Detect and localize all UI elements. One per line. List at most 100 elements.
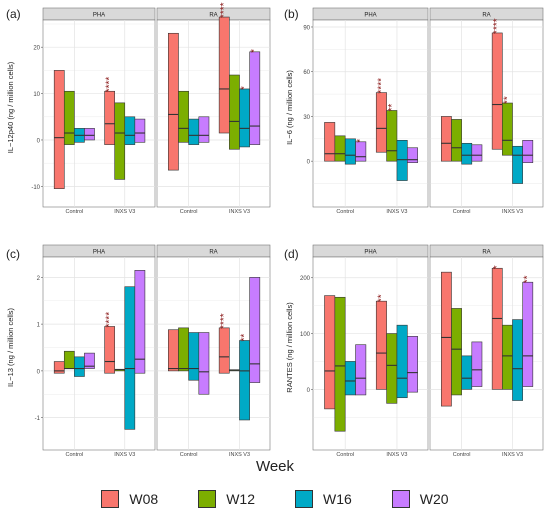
facet-label: RA <box>209 250 217 256</box>
crossbar-w20 <box>249 277 261 383</box>
legend-key-w16 <box>295 490 313 508</box>
y-tick-label: 0 <box>307 160 311 166</box>
crossbar-w12 <box>334 296 346 432</box>
crossbar-w20 <box>522 140 534 163</box>
significance-stars: **** <box>219 313 230 329</box>
crossbar-w16 <box>188 118 200 145</box>
legend-item-w16: W16 <box>295 488 352 510</box>
significance-stars: * <box>492 265 503 269</box>
x-tick-label: Control <box>453 452 471 458</box>
crossbar-w08 <box>218 16 230 134</box>
y-tick-label: 30 <box>303 115 310 121</box>
crossbar-w12 <box>451 308 462 396</box>
y-axis-label: IL−13 (ng / million cells) <box>6 308 15 387</box>
crossbar-w08 <box>324 122 336 162</box>
panel-background <box>312 19 429 208</box>
crossbar-w16 <box>461 142 473 165</box>
panel-tag: (d) <box>284 247 299 261</box>
figure-canvas: (a)IL−12p40 (ng / million cells)-1001020… <box>6 2 544 458</box>
crossbar-w16 <box>188 332 200 381</box>
y-tick-label: 2 <box>37 276 41 282</box>
panel-background <box>429 19 544 208</box>
crossbar-w16 <box>239 340 250 421</box>
crossbar-w08 <box>104 326 115 374</box>
crossbar-w16 <box>512 319 523 401</box>
crossbar-w12 <box>451 119 462 162</box>
crossbar-w16 <box>344 361 356 396</box>
significance-stars: **** <box>105 312 116 328</box>
y-tick-label: 90 <box>303 25 310 31</box>
y-axis-label: IL−12p40 (ng / million cells) <box>6 61 15 153</box>
significance-stars: ** <box>387 104 398 112</box>
x-tick-label: Control <box>453 209 471 215</box>
significance-stars: ** <box>240 334 251 342</box>
y-tick-label: 200 <box>300 276 311 282</box>
legend-label-w16: W16 <box>323 491 352 507</box>
significance-stars: **** <box>105 77 116 93</box>
facet-label: RA <box>209 13 217 19</box>
x-tick-label: Control <box>336 209 354 215</box>
legend-item-w08: W08 <box>101 488 158 510</box>
legend-label-w20: W20 <box>419 491 449 507</box>
crossbar-w20 <box>355 344 367 396</box>
crossbar-w12 <box>229 74 240 150</box>
x-tick-label: INXS V3 <box>386 209 407 215</box>
significance-stars: **** <box>492 18 503 34</box>
crossbar-w12 <box>178 327 189 372</box>
crossbar-w08 <box>491 32 503 150</box>
crossbar-w20 <box>84 128 95 141</box>
facet-label: PHA <box>364 13 376 19</box>
crossbar-w08 <box>168 32 179 171</box>
crossbar-w16 <box>396 140 408 181</box>
significance-stars: **** <box>376 78 387 94</box>
panel-tag: (c) <box>6 247 20 261</box>
x-tick-label: Control <box>336 452 354 458</box>
crossbar-w20 <box>134 270 146 374</box>
y-tick-label: 100 <box>300 332 311 338</box>
crossbar-w08 <box>218 327 230 374</box>
crossbar-w12 <box>502 102 513 156</box>
crossbar-w20 <box>406 336 418 393</box>
legend-item-w12: W12 <box>198 488 255 510</box>
crossbar-w08 <box>104 90 115 145</box>
facet-pha: PHA Control INXS V3 ** <box>312 244 429 458</box>
y-tick-label: 0 <box>37 369 41 375</box>
crossbar-w12 <box>386 110 398 162</box>
crossbar-w20 <box>471 341 483 387</box>
crossbar-w20 <box>249 51 261 145</box>
facet-label: PHA <box>364 250 376 256</box>
facet-label: PHA <box>93 250 105 256</box>
crossbar-w08 <box>440 116 452 162</box>
facet-pha: PHA Control INXS V3 **** <box>42 7 156 215</box>
chart-d: (d)RANTES (ng / million cells) 0100200PHA… <box>284 244 544 458</box>
significance-stars: * <box>250 49 261 53</box>
x-tick-label: INXS V3 <box>114 209 135 215</box>
crossbar-w08 <box>375 92 387 153</box>
chart-a: (a) IL−12p40 (ng / million cells) -10 0 10 20… <box>6 2 271 215</box>
crossbar-w08 <box>324 295 336 410</box>
legend-key-w20 <box>391 490 410 508</box>
crossbar-w08 <box>53 70 65 189</box>
y-tick-label: -10 <box>31 185 40 191</box>
crossbar-w08 <box>375 300 387 390</box>
crossbar-w20 <box>406 147 418 163</box>
x-tick-label: Control <box>180 209 198 215</box>
legend-key-w08 <box>101 490 120 508</box>
facet-label: PHA <box>93 13 105 19</box>
x-tick-label: INXS V3 <box>114 452 135 458</box>
y-tick-label: 0 <box>307 388 311 394</box>
crossbar-w12 <box>63 90 75 145</box>
significance-stars: * <box>356 139 367 143</box>
crossbar-w16 <box>239 88 250 148</box>
y-tick-label: 60 <box>303 70 310 76</box>
significance-stars: **** <box>219 2 230 18</box>
x-tick-label: INXS V3 <box>229 209 250 215</box>
facet-pha: PHA Control INXS V3 **** <box>42 244 156 458</box>
significance-stars: ** <box>502 96 513 104</box>
crossbar-w16 <box>512 145 523 184</box>
legend: Week W08 W12 W16 W20 <box>0 458 550 513</box>
crossbar-w12 <box>178 90 189 143</box>
crossbar-w20 <box>355 141 367 162</box>
